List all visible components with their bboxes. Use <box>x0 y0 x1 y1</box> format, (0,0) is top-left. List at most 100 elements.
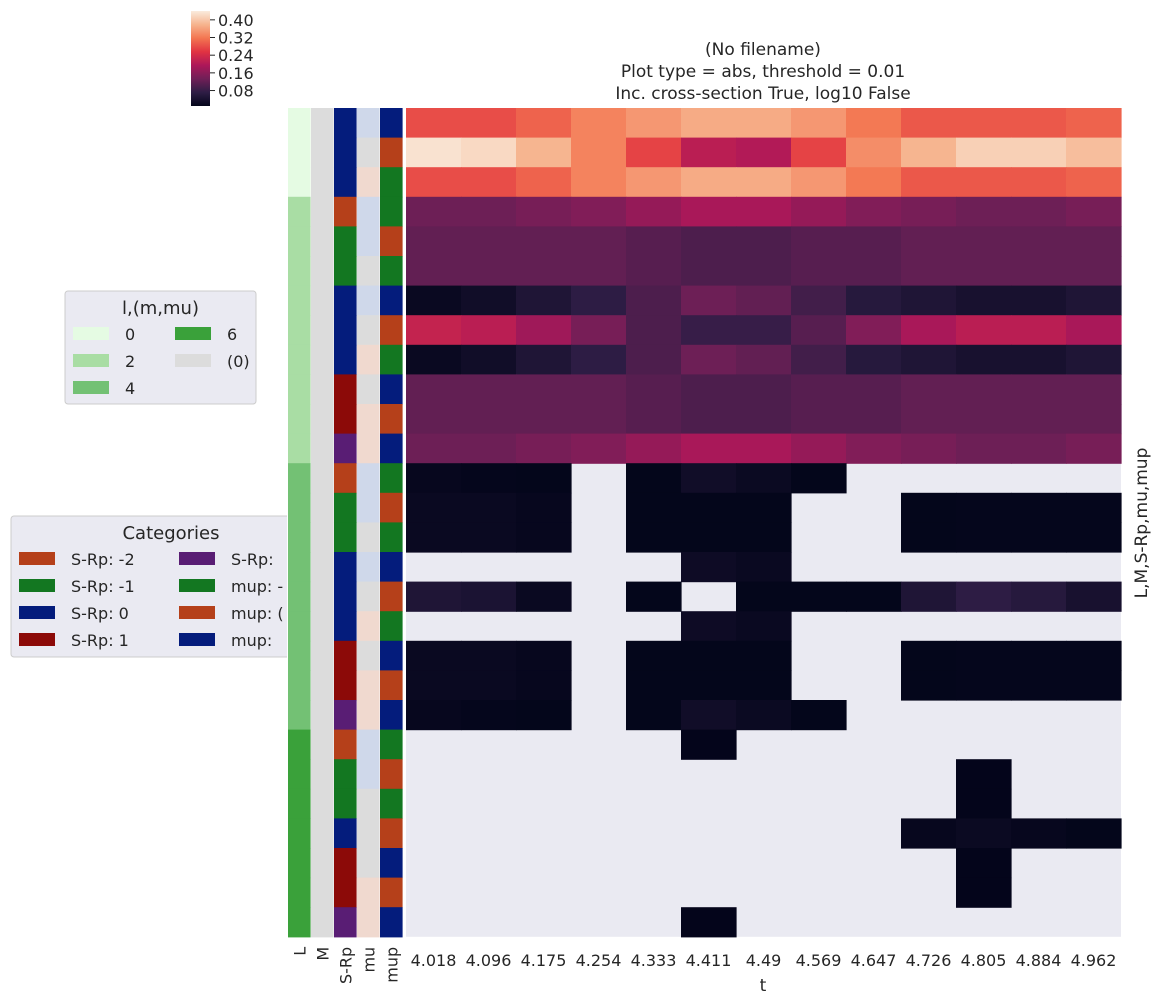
heatmap-cell <box>406 285 462 316</box>
row-color-cell-l <box>288 492 311 523</box>
row-color-cell-s-rp <box>334 788 357 819</box>
heatmap-cell <box>571 404 627 435</box>
heatmap-cell <box>406 670 462 701</box>
row-color-cell-mu <box>357 848 380 879</box>
row-color-cell-s-rp <box>334 700 357 731</box>
x-tick-label: 4.411 <box>686 951 732 970</box>
heatmap-cell <box>461 108 517 139</box>
row-color-cell-mup <box>380 492 403 523</box>
heatmap-cell <box>901 818 957 849</box>
heatmap-cell <box>736 374 792 405</box>
heatmap-cell <box>681 433 737 464</box>
legend-label: 4 <box>125 379 135 398</box>
heatmap-cell <box>571 196 627 227</box>
heatmap-cell <box>846 433 902 464</box>
row-color-cell-mu <box>357 108 380 139</box>
row-color-cell-m <box>311 759 334 790</box>
row-color-cell-l <box>288 848 311 879</box>
heatmap-cell <box>1011 137 1067 168</box>
heatmap-cell <box>901 433 957 464</box>
row-color-label: mu <box>359 947 378 973</box>
heatmap-cell <box>1066 315 1122 346</box>
heatmap-cell <box>791 404 847 435</box>
legend-label: mup: - <box>231 577 283 596</box>
heatmap-cell <box>791 463 847 494</box>
row-color-cell-mu <box>357 877 380 908</box>
heatmap-cell <box>956 877 1012 908</box>
heatmap-cell <box>901 196 957 227</box>
heatmap-cell <box>461 137 517 168</box>
row-color-cell-m <box>311 463 334 494</box>
row-color-cell-l <box>288 285 311 316</box>
heatmap-cell <box>736 492 792 523</box>
row-color-cell-mup <box>380 404 403 435</box>
row-color-cell-m <box>311 344 334 375</box>
legend-swatch <box>175 327 211 340</box>
x-tick-label: 4.962 <box>1071 951 1117 970</box>
row-color-cell-mup <box>380 463 403 494</box>
row-color-cell-l <box>288 226 311 257</box>
heatmap-cell <box>956 581 1012 612</box>
heatmap-cell <box>1066 137 1122 168</box>
legend-label: S-Rp: -1 <box>71 577 135 596</box>
heatmap-cell <box>516 581 572 612</box>
row-color-cell-m <box>311 196 334 227</box>
heatmap-cell <box>736 196 792 227</box>
heatmap-cell <box>736 108 792 139</box>
heatmap-cell <box>626 522 682 553</box>
row-color-cell-m <box>311 226 334 257</box>
heatmap-cell <box>1011 374 1067 405</box>
row-color-cell-mu <box>357 670 380 701</box>
row-color-label: M <box>313 947 332 961</box>
row-color-cell-mup <box>380 108 403 139</box>
heatmap-cell <box>681 108 737 139</box>
heatmap-cell <box>956 640 1012 671</box>
row-color-cell-l <box>288 315 311 346</box>
heatmap-cell <box>956 433 1012 464</box>
heatmap-cell <box>626 670 682 701</box>
heatmap-cell <box>901 285 957 316</box>
heatmap-cell <box>791 226 847 257</box>
heatmap-cell <box>626 285 682 316</box>
row-color-cell-l <box>288 137 311 168</box>
heatmap-cell <box>516 167 572 198</box>
heatmap-cell <box>571 137 627 168</box>
x-tick-label: 4.569 <box>796 951 842 970</box>
row-color-cell-mup <box>380 226 403 257</box>
heatmap-cell <box>626 196 682 227</box>
heatmap-cell <box>791 315 847 346</box>
row-color-cell-mu <box>357 344 380 375</box>
row-color-cell-s-rp <box>334 611 357 642</box>
colorbar-tick-label: 0.32 <box>218 29 254 48</box>
heatmap-cell <box>461 670 517 701</box>
heatmap-cell <box>846 256 902 287</box>
legend-label: mup: ( <box>231 604 284 623</box>
heatmap-cell <box>846 196 902 227</box>
heatmap-cell <box>516 374 572 405</box>
legend-swatch <box>73 381 109 394</box>
row-color-cell-m <box>311 433 334 464</box>
x-tick-label: 4.175 <box>521 951 567 970</box>
row-color-cell-l <box>288 611 311 642</box>
heatmap-cell <box>571 256 627 287</box>
heatmap-cell <box>571 285 627 316</box>
heatmap-cell <box>956 256 1012 287</box>
heatmap-cell <box>1011 640 1067 671</box>
row-color-cell-mup <box>380 670 403 701</box>
heatmap-cells <box>406 108 1122 938</box>
heatmap-cell <box>901 226 957 257</box>
heatmap-cell <box>901 137 957 168</box>
row-color-cell-s-rp <box>334 640 357 671</box>
row-color-cell-l <box>288 552 311 583</box>
row-color-cell-mu <box>357 137 380 168</box>
row-color-cell-mu <box>357 759 380 790</box>
heatmap-cell <box>681 167 737 198</box>
heatmap-cell <box>461 640 517 671</box>
x-tick-label: 4.254 <box>576 951 622 970</box>
heatmap-cell <box>956 818 1012 849</box>
row-color-cell-mup <box>380 374 403 405</box>
heatmap-cell <box>846 137 902 168</box>
legend-swatch <box>19 579 55 592</box>
heatmap-cell <box>406 167 462 198</box>
heatmap-cell <box>461 581 517 612</box>
